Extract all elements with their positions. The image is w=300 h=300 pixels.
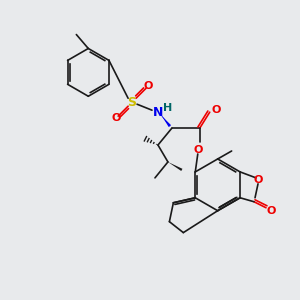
Text: S: S — [128, 96, 136, 109]
Text: O: O — [266, 206, 276, 216]
Text: H: H — [163, 103, 172, 113]
Text: O: O — [143, 81, 153, 91]
Text: N: N — [153, 106, 163, 119]
Polygon shape — [168, 162, 182, 171]
Text: O: O — [211, 105, 220, 115]
Polygon shape — [162, 116, 171, 127]
Text: O: O — [193, 145, 203, 155]
Text: O: O — [112, 113, 121, 123]
Text: O: O — [253, 175, 263, 185]
